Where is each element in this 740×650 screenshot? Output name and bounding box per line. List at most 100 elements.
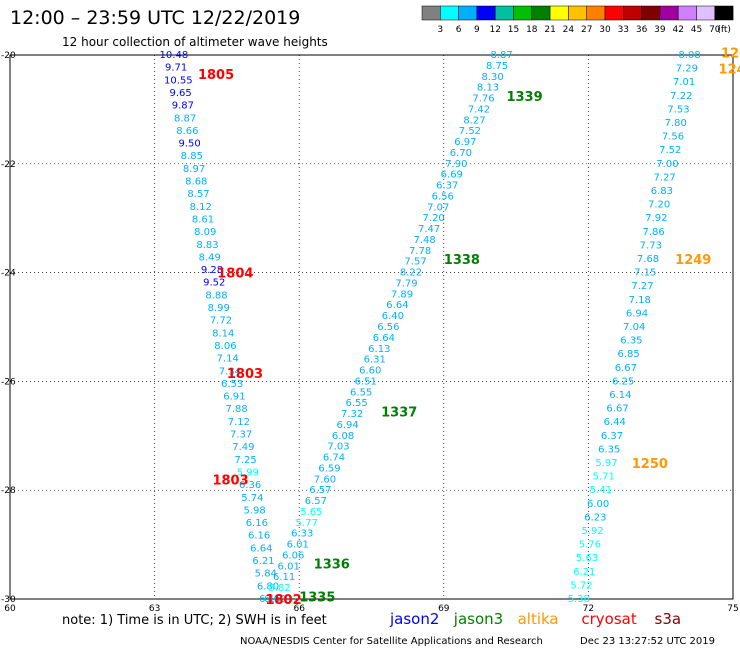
wave-height-value: 6.13 <box>368 344 390 355</box>
wave-height-value: 6.00 <box>587 499 609 510</box>
wave-height-value: 7.88 <box>226 404 248 415</box>
wave-height-value: 5.92 <box>581 526 603 537</box>
wave-height-value: 5.77 <box>296 518 318 529</box>
wave-height-value: 6.60 <box>264 594 286 605</box>
data-points: 10.489.7110.559.659.878.878.669.508.858.… <box>160 50 701 605</box>
x-tick-label: 66 <box>293 604 305 614</box>
wave-height-value: 6.23 <box>584 512 606 523</box>
wave-height-value: 7.07 <box>427 202 449 213</box>
wave-height-value: 6.64 <box>386 300 408 311</box>
pass-label: 1339 <box>506 90 542 105</box>
pass-label: 1250 <box>632 457 668 472</box>
plot-frame <box>9 54 734 600</box>
wave-height-value: 7.89 <box>391 289 413 300</box>
wave-height-value: 6.21 <box>573 567 595 578</box>
wave-height-value: 6.69 <box>441 170 463 181</box>
wave-height-value: 6.11 <box>273 572 295 583</box>
wave-height-value: 10.55 <box>164 75 193 86</box>
pass-label: 1249 <box>675 253 711 268</box>
wave-height-value: 7.20 <box>423 213 445 224</box>
y-tick-label: -26 <box>1 377 16 387</box>
wave-height-value: 7.27 <box>631 281 653 292</box>
colorbar-label: 27 <box>581 25 592 35</box>
colorbar-label: 12 <box>489 25 500 35</box>
colorbar-legend: 3 6 9 12 15 18 21 24 27 30 33 36 39 42 45 70(ft) <box>421 5 734 35</box>
wave-height-value: 7.53 <box>667 104 689 115</box>
wave-height-value: 7.80 <box>665 118 687 129</box>
wave-height-value: 7.60 <box>314 474 336 485</box>
satellite-legend: jason2 jason3 altika cryosat s3a <box>389 610 681 628</box>
wave-height-value: 6.97 <box>454 137 476 148</box>
wave-height-value: 10.48 <box>160 50 189 61</box>
wave-height-value: 9.52 <box>203 278 225 289</box>
colorbar-label: 42 <box>672 25 683 35</box>
wave-height-value: 6.01 <box>287 540 309 551</box>
wave-height-value: 6.91 <box>223 392 245 403</box>
grid <box>10 55 733 599</box>
wave-height-value: 6.35 <box>620 336 642 347</box>
colorbar-label: 39 <box>654 25 666 35</box>
satellite-legend-item: altika <box>518 610 559 628</box>
wave-height-value: 8.49 <box>199 252 221 263</box>
y-tick-label: -22 <box>1 160 16 170</box>
wave-height-value: 6.31 <box>364 355 386 366</box>
wave-height-value: 7.25 <box>234 455 256 466</box>
y-tick-label: -30 <box>1 595 16 605</box>
wave-height-value: 7.01 <box>673 77 695 88</box>
wave-height-value: 7.32 <box>341 409 363 420</box>
pass-label: 1337 <box>381 405 417 420</box>
colorbar-unit: (ft) <box>717 25 731 35</box>
wave-height-value: 5.74 <box>241 493 263 504</box>
y-tick-label: -24 <box>1 269 16 279</box>
wave-height-value: 9.71 <box>165 63 187 74</box>
colorbar-label: 18 <box>526 25 538 35</box>
wave-height-value: 7.29 <box>676 64 698 75</box>
wave-height-value: 6.33 <box>291 529 313 540</box>
chart-subtitle: 12 hour collection of altimeter wave hei… <box>62 35 328 49</box>
wave-height-value: 6.85 <box>618 349 640 360</box>
colorbar-swatch <box>641 5 661 21</box>
wave-height-value: 5.72 <box>570 580 592 591</box>
colorbar-label: 70 <box>709 25 721 35</box>
wave-height-value: 7.72 <box>210 316 232 327</box>
wave-height-value: 7.14 <box>217 354 239 365</box>
satellite-legend-item: cryosat <box>581 610 636 628</box>
wave-height-value: 7.15 <box>634 268 656 279</box>
wave-height-value: 6.55 <box>350 387 372 398</box>
pass-label: 1338 <box>444 253 480 268</box>
wave-height-value: 6.55 <box>346 398 368 409</box>
footer-credit: NOAA/NESDIS Center for Satellite Applica… <box>240 636 543 647</box>
satellite-legend-item: s3a <box>655 610 682 628</box>
colorbar-swatch <box>494 5 514 21</box>
wave-height-value: 6.70 <box>450 148 472 159</box>
colorbar-label: 21 <box>544 25 555 35</box>
wave-height-value: 8.68 <box>185 177 207 188</box>
wave-height-value: 8.22 <box>400 268 422 279</box>
y-tick-label: -28 <box>1 486 16 496</box>
wave-height-value: 6.25 <box>612 376 634 387</box>
pass-label: 1805 <box>198 68 234 83</box>
wave-height-value: 6.16 <box>248 531 270 542</box>
wave-height-value: 8.88 <box>205 290 227 301</box>
satellite-legend-item: jason2 <box>389 610 439 628</box>
colorbar-label: 9 <box>474 25 480 35</box>
wave-height-value: 6.36 <box>239 480 261 491</box>
wave-height-value: 8.61 <box>192 214 214 225</box>
colorbar-swatch <box>476 5 496 21</box>
satellite-legend-item: jason3 <box>453 610 503 628</box>
wave-height-value: 8.30 <box>481 72 503 83</box>
colorbar-label: 15 <box>508 25 519 35</box>
colorbar-label: 30 <box>599 25 611 35</box>
wave-height-value: 8.08 <box>678 50 700 61</box>
wave-height-value: 6.57 <box>309 485 331 496</box>
wave-height-value: 6.16 <box>246 518 268 529</box>
y-axis-ticks: -20 -22 -24 -26 -28 -30 <box>1 51 16 605</box>
wave-height-value: 6.01 <box>278 561 300 572</box>
wave-height-value: 5.71 <box>593 472 615 483</box>
wave-height-value: 5.98 <box>243 505 265 516</box>
wave-height-value: 6.06 <box>282 550 304 561</box>
colorbar-swatch <box>568 5 587 21</box>
wave-height-value: 6.08 <box>332 431 354 442</box>
pass-label: 12- <box>721 46 740 61</box>
